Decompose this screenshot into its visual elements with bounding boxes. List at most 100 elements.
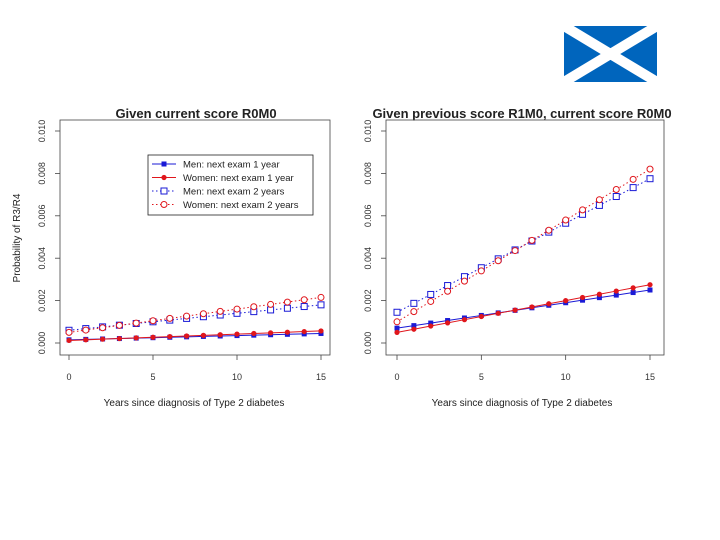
- data-point: [410, 308, 418, 316]
- data-point: [199, 310, 207, 318]
- data-point: [133, 335, 139, 341]
- data-point: [545, 226, 553, 234]
- data-point: [100, 336, 106, 342]
- legend-marker-men-2yr: [160, 187, 168, 195]
- data-point: [646, 175, 654, 183]
- data-point: [629, 175, 637, 183]
- data-point: [300, 303, 308, 311]
- data-point: [267, 300, 275, 308]
- data-point: [494, 257, 502, 265]
- data-point: [613, 288, 619, 294]
- y-tick-label: 0.008: [37, 162, 47, 185]
- data-point: [428, 323, 434, 329]
- scotland-flag-icon: [564, 26, 657, 82]
- data-point: [579, 294, 586, 301]
- data-point: [596, 295, 602, 301]
- legend-box: [147, 154, 314, 216]
- y-tick-label: 0.006: [37, 205, 47, 228]
- data-point: [546, 301, 552, 307]
- plot-frame-right: [385, 119, 665, 356]
- y-tick-label: 0.008: [363, 162, 373, 185]
- data-point: [579, 206, 587, 214]
- data-point: [283, 304, 291, 312]
- y-axis-label-left: Probability of R3/R4: [12, 193, 23, 282]
- y-tick-label: 0.002: [363, 289, 373, 312]
- data-point: [612, 186, 620, 194]
- legend-entry-women-1yr: Women: next exam 1 year: [152, 173, 294, 184]
- x-axis-label-right: Years since diagnosis of Type 2 diabetes: [432, 398, 613, 409]
- data-point: [317, 301, 325, 309]
- data-point: [200, 332, 206, 338]
- data-point: [216, 307, 224, 315]
- data-point: [150, 334, 156, 340]
- data-point: [595, 201, 603, 209]
- axes-right: 0 5 10 15 0.000 0.002 0.004 0.006 0.008 0.010: [363, 120, 655, 382]
- y-tick-label: 0.002: [37, 289, 47, 312]
- data-point: [233, 305, 241, 313]
- y-tick-label: 0.004: [363, 247, 373, 270]
- data-point: [65, 328, 73, 336]
- x-tick-label: 10: [232, 372, 242, 382]
- plot-frame-left: [59, 119, 331, 356]
- data-point: [562, 216, 570, 224]
- data-point: [427, 290, 435, 298]
- x-tick-label: 5: [150, 372, 155, 382]
- data-point: [461, 317, 468, 323]
- x-tick-label: 15: [645, 372, 655, 382]
- data-point: [411, 323, 417, 329]
- y-tick-label: 0.000: [37, 332, 47, 355]
- data-point: [183, 312, 191, 320]
- legend-entry-men-2yr: Men: next exam 2 years: [152, 187, 285, 198]
- legend-marker-women-2yr: [160, 201, 168, 208]
- legend: Men: next exam 1 year Women: next exam 1…: [147, 154, 314, 216]
- data-point: [445, 320, 451, 326]
- data-point: [251, 330, 257, 337]
- data-point: [116, 335, 122, 342]
- data-point: [301, 328, 307, 335]
- x-tick-label: 5: [479, 372, 484, 382]
- data-point: [410, 299, 418, 307]
- data-point: [477, 267, 485, 275]
- legend-marker-women-1yr: [161, 174, 167, 181]
- data-point: [393, 308, 401, 316]
- series-line-2: [68, 304, 322, 331]
- x-tick-label: 0: [394, 372, 399, 382]
- data-point: [283, 298, 291, 306]
- data-point: [563, 298, 569, 304]
- data-point: [630, 290, 636, 296]
- chart-title-right: Given previous score R1M0, current score…: [372, 106, 671, 121]
- legend-marker-men-1yr: [161, 161, 167, 167]
- data-point: [613, 292, 619, 298]
- data-point: [428, 320, 434, 326]
- data-point: [166, 314, 174, 322]
- data-point: [300, 296, 308, 304]
- data-point: [394, 329, 400, 335]
- data-point: [444, 282, 452, 290]
- data-point: [66, 337, 72, 344]
- data-point: [646, 165, 654, 173]
- data-point: [268, 330, 274, 336]
- data-point: [630, 285, 636, 291]
- legend-label-men-2yr: Men: next exam 2 years: [183, 187, 285, 198]
- data-point: [478, 313, 484, 320]
- data-point: [647, 282, 653, 288]
- data-point: [427, 297, 435, 305]
- data-point: [234, 331, 240, 337]
- x-axis-label-left: Years since diagnosis of Type 2 diabetes: [104, 398, 285, 409]
- data-point: [284, 329, 290, 335]
- data-point: [528, 236, 536, 244]
- data-point: [512, 307, 518, 313]
- y-tick-label: 0.004: [37, 247, 47, 270]
- data-point: [394, 325, 400, 331]
- chart-title-left: Given current score R0M0: [115, 106, 276, 121]
- x-tick-label: 0: [66, 372, 71, 382]
- legend-entry-men-1yr: Men: next exam 1 year: [152, 160, 280, 171]
- series-right: [393, 165, 654, 335]
- data-point: [511, 247, 519, 255]
- legend-label-women-2yr: Women: next exam 2 years: [183, 200, 299, 211]
- flag-saltire-stroke-2: [564, 26, 657, 82]
- data-point: [411, 326, 417, 332]
- data-point: [612, 193, 620, 201]
- legend-label-women-1yr: Women: next exam 1 year: [183, 173, 294, 184]
